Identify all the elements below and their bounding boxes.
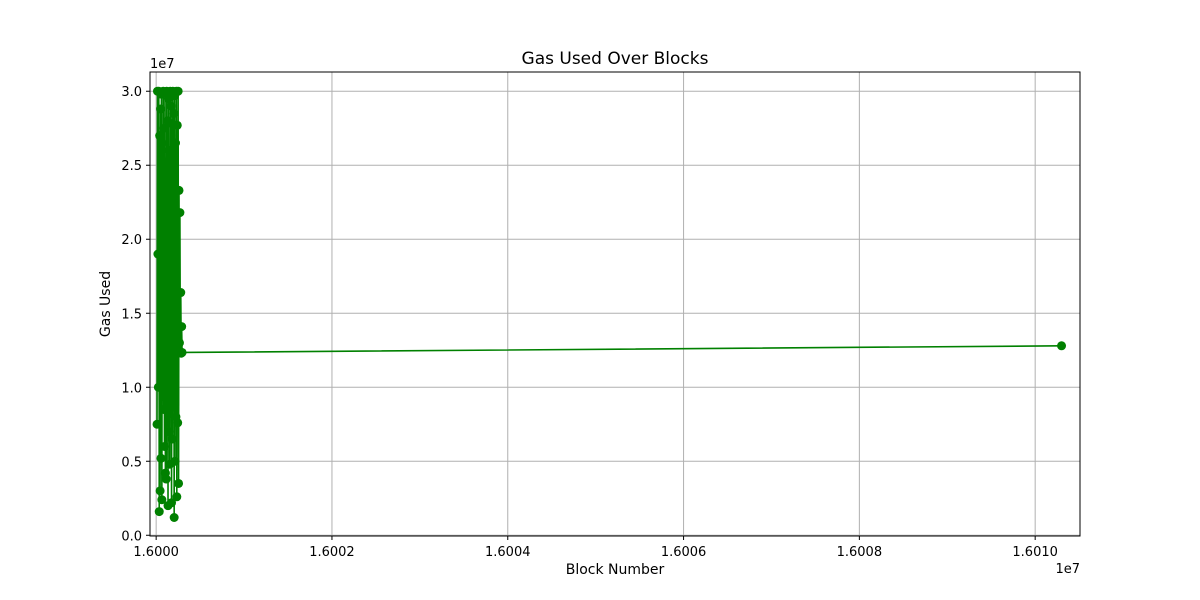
y-tick-label: 2.5 [121, 159, 142, 174]
data-point [169, 108, 179, 118]
data-point [160, 441, 170, 451]
data-point [161, 160, 171, 170]
data-point [156, 104, 166, 114]
data-point [170, 138, 180, 148]
y-tick-label: 3.0 [121, 85, 142, 100]
data-point [162, 390, 172, 400]
x-axis-label: Block Number [566, 562, 665, 578]
data-point [166, 353, 176, 363]
data-point [174, 338, 184, 348]
y-axis-ticks: 0.0 0.5 1.0 1.5 2.0 2.5 3.0 [121, 85, 150, 544]
x-axis-ticks: 1.6000 1.6002 1.6004 1.6006 1.6008 1.6010 [133, 536, 1058, 560]
data-point [173, 418, 183, 428]
data-point [155, 131, 165, 141]
x-tick-label: 1.6002 [309, 545, 355, 560]
data-point [167, 498, 177, 508]
data-point [173, 86, 183, 96]
data-point [155, 486, 165, 496]
y-tick-label: 1.0 [121, 381, 142, 396]
chart-title: Gas Used Over Blocks [522, 49, 709, 69]
y-tick-label: 2.0 [121, 233, 142, 248]
y-tick-label: 0.0 [121, 529, 142, 544]
x-tick-label: 1.6004 [485, 545, 531, 560]
data-point [164, 427, 174, 437]
data-point [159, 123, 169, 133]
data-point [177, 347, 187, 357]
data-point [174, 185, 184, 195]
data-series [152, 86, 1067, 522]
plot-frame [149, 71, 1081, 537]
x-tick-label: 1.6010 [1012, 545, 1058, 560]
data-point [1057, 341, 1067, 351]
x-tick-label: 1.6008 [837, 545, 883, 560]
data-point [153, 382, 163, 392]
x-tick-label: 1.6006 [661, 545, 707, 560]
data-point [172, 120, 182, 130]
data-point [170, 456, 180, 466]
data-point [157, 138, 167, 148]
data-point [158, 367, 168, 377]
data-point [161, 474, 171, 484]
data-point [177, 322, 187, 332]
grid-lines [150, 72, 1080, 536]
data-point [172, 492, 182, 502]
data-point [168, 382, 178, 392]
data-point [157, 495, 167, 505]
data-point [167, 434, 177, 444]
data-point [152, 419, 162, 429]
x-axis-offset-label: 1e7 [1055, 562, 1080, 577]
y-axis-offset-label: 1e7 [150, 57, 175, 72]
y-tick-label: 0.5 [121, 455, 142, 470]
data-point [164, 145, 174, 155]
data-point [174, 478, 184, 488]
data-point [153, 249, 163, 259]
data-point [156, 453, 166, 463]
data-point [169, 512, 179, 522]
y-axis-label: Gas Used [98, 271, 114, 337]
data-point [176, 288, 186, 298]
plot-area [150, 72, 1080, 536]
x-tick-label: 1.6000 [133, 545, 179, 560]
data-point [154, 507, 164, 517]
data-point [175, 208, 185, 218]
data-point [166, 101, 176, 111]
y-tick-label: 1.5 [121, 307, 142, 322]
data-point [159, 404, 169, 414]
